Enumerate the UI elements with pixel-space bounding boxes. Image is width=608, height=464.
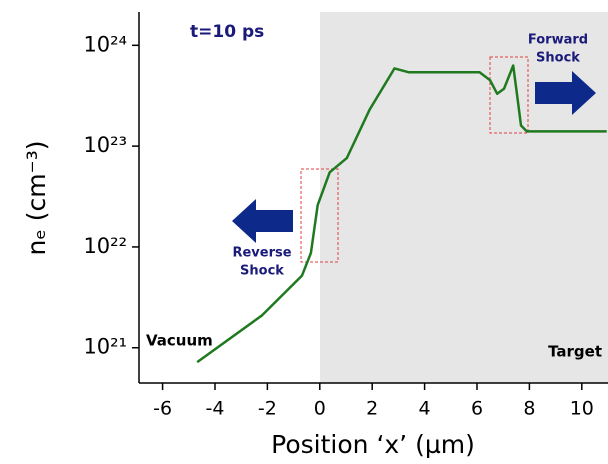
vacuum-label: Vacuum (146, 332, 213, 350)
x-tick-label: -2 (258, 398, 277, 420)
x-tick-label: 6 (471, 398, 483, 420)
reverse-label: Shock (240, 264, 284, 279)
y-tick-label: 10²¹ (83, 335, 127, 359)
x-axis-label: Position ‘x’ (µm) (271, 430, 475, 459)
forward-arrow (535, 71, 596, 115)
y-tick-label: 10²² (83, 234, 127, 258)
x-tick-label: 2 (366, 398, 378, 420)
forward-box (489, 56, 529, 134)
x-tick-label: -6 (153, 398, 172, 420)
data-line (196, 64, 607, 364)
reverse-label: Reverse (232, 246, 291, 261)
x-tick-label: 0 (314, 398, 326, 420)
x-tick-label: -4 (206, 398, 225, 420)
reverse-arrow (232, 199, 293, 243)
x-tick-label: 8 (523, 398, 535, 420)
target-region (320, 12, 608, 383)
y-tick-label: 10²³ (83, 133, 127, 157)
y-tick-label: 10²⁴ (83, 32, 127, 56)
y-axis-label: nₑ (cm⁻³) (22, 140, 51, 255)
x-tick-label: 4 (419, 398, 431, 420)
x-tick-label: 10 (570, 398, 594, 420)
forward-label: Shock (536, 51, 580, 66)
forward-label: Forward (528, 33, 588, 48)
time-label: t=10 ps (190, 22, 264, 42)
target-label: Target (548, 343, 602, 361)
